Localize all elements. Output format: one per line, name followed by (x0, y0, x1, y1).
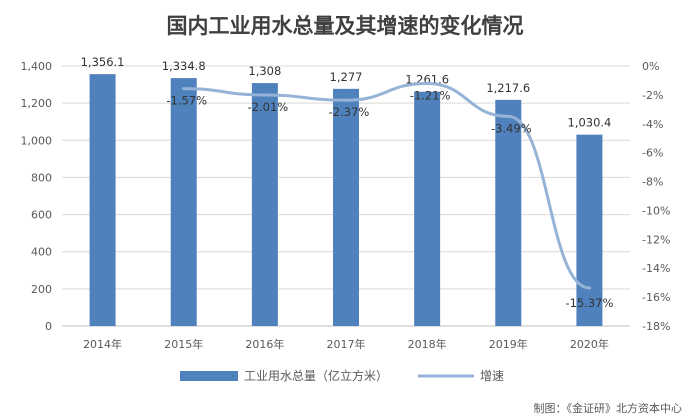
y-right-tick-label: -6% (642, 147, 663, 160)
y-right-tick-label: -16% (642, 291, 670, 304)
y-right-tick-label: -12% (642, 233, 670, 246)
y-left-tick-label: 1,000 (21, 134, 53, 147)
line-data-labels: -1.57% -2.01% -2.37% -1.21% -3.49% -15.37% (166, 88, 613, 310)
x-tick-label: 2016年 (245, 337, 284, 351)
right-axis-ticks: 0% -2% -4% -6% -8% -10% -12% -14% -16% -18% (642, 60, 670, 333)
y-left-tick-label: 1,200 (21, 97, 53, 110)
growth-value-label: -1.57% (166, 94, 207, 108)
x-tick-label: 2014年 (83, 337, 122, 351)
x-axis-ticks: 2014年 2015年 2016年 2017年 2018年 2019年 2020年 (83, 337, 609, 351)
bar (495, 99, 522, 326)
growth-point (182, 87, 186, 91)
bar-value-label: 1,308 (248, 64, 281, 78)
bar-value-label: 1,217.6 (486, 81, 530, 95)
y-left-tick-label: 800 (31, 171, 52, 184)
growth-point (425, 81, 429, 85)
growth-line (182, 81, 591, 290)
y-right-tick-label: -2% (642, 89, 663, 102)
chart-title: 国内工业用水总量及其增速的变化情况 (166, 14, 524, 38)
growth-point (263, 93, 267, 97)
bar (414, 91, 441, 327)
y-left-tick-label: 400 (31, 246, 52, 259)
bar-value-label: 1,356.1 (81, 55, 125, 69)
line-series (182, 81, 591, 290)
x-tick-label: 2020年 (570, 337, 609, 351)
y-right-tick-label: -4% (642, 118, 663, 131)
legend-line-label: 增速 (480, 369, 504, 383)
y-left-tick-label: 200 (31, 283, 52, 296)
left-axis-ticks: 0 200 400 600 800 1,000 1,200 1,400 (21, 60, 53, 333)
bar (576, 134, 603, 326)
y-left-tick-label: 0 (45, 320, 52, 333)
y-right-tick-label: -8% (642, 176, 663, 189)
growth-point (344, 98, 348, 102)
growth-point (587, 286, 591, 290)
legend-bar-swatch (180, 371, 238, 381)
x-tick-label: 2017年 (327, 337, 366, 351)
bar (251, 83, 278, 326)
growth-value-label: -2.37% (329, 105, 370, 119)
bar-value-label: 1,277 (330, 70, 363, 84)
bar-value-label: 1,334.8 (162, 59, 206, 73)
bar (89, 74, 116, 326)
growth-point (506, 114, 510, 118)
growth-value-label: -1.21% (410, 88, 451, 102)
y-left-tick-label: 1,400 (21, 60, 53, 73)
y-left-tick-label: 600 (31, 209, 52, 222)
growth-value-label: -3.49% (491, 121, 532, 135)
bar-series (89, 74, 603, 327)
y-right-tick-label: 0% (642, 60, 659, 73)
x-tick-label: 2015年 (164, 337, 203, 351)
growth-value-label: -2.01% (248, 100, 289, 114)
bar (170, 78, 197, 326)
x-tick-label: 2018年 (408, 337, 447, 351)
y-right-tick-label: -10% (642, 204, 670, 217)
legend: 工业用水总量（亿立方米） 增速 (180, 368, 504, 383)
bar (333, 88, 359, 326)
bar-value-label: 1,030.4 (567, 116, 611, 130)
y-right-tick-label: -14% (642, 262, 670, 275)
growth-value-label: -15.37% (565, 296, 613, 310)
x-tick-label: 2019年 (489, 337, 528, 351)
y-right-tick-label: -18% (642, 320, 670, 333)
chart-credit: 制图：《金证研》北方资本中心 (533, 402, 683, 415)
legend-bar-label: 工业用水总量（亿立方米） (244, 368, 388, 383)
